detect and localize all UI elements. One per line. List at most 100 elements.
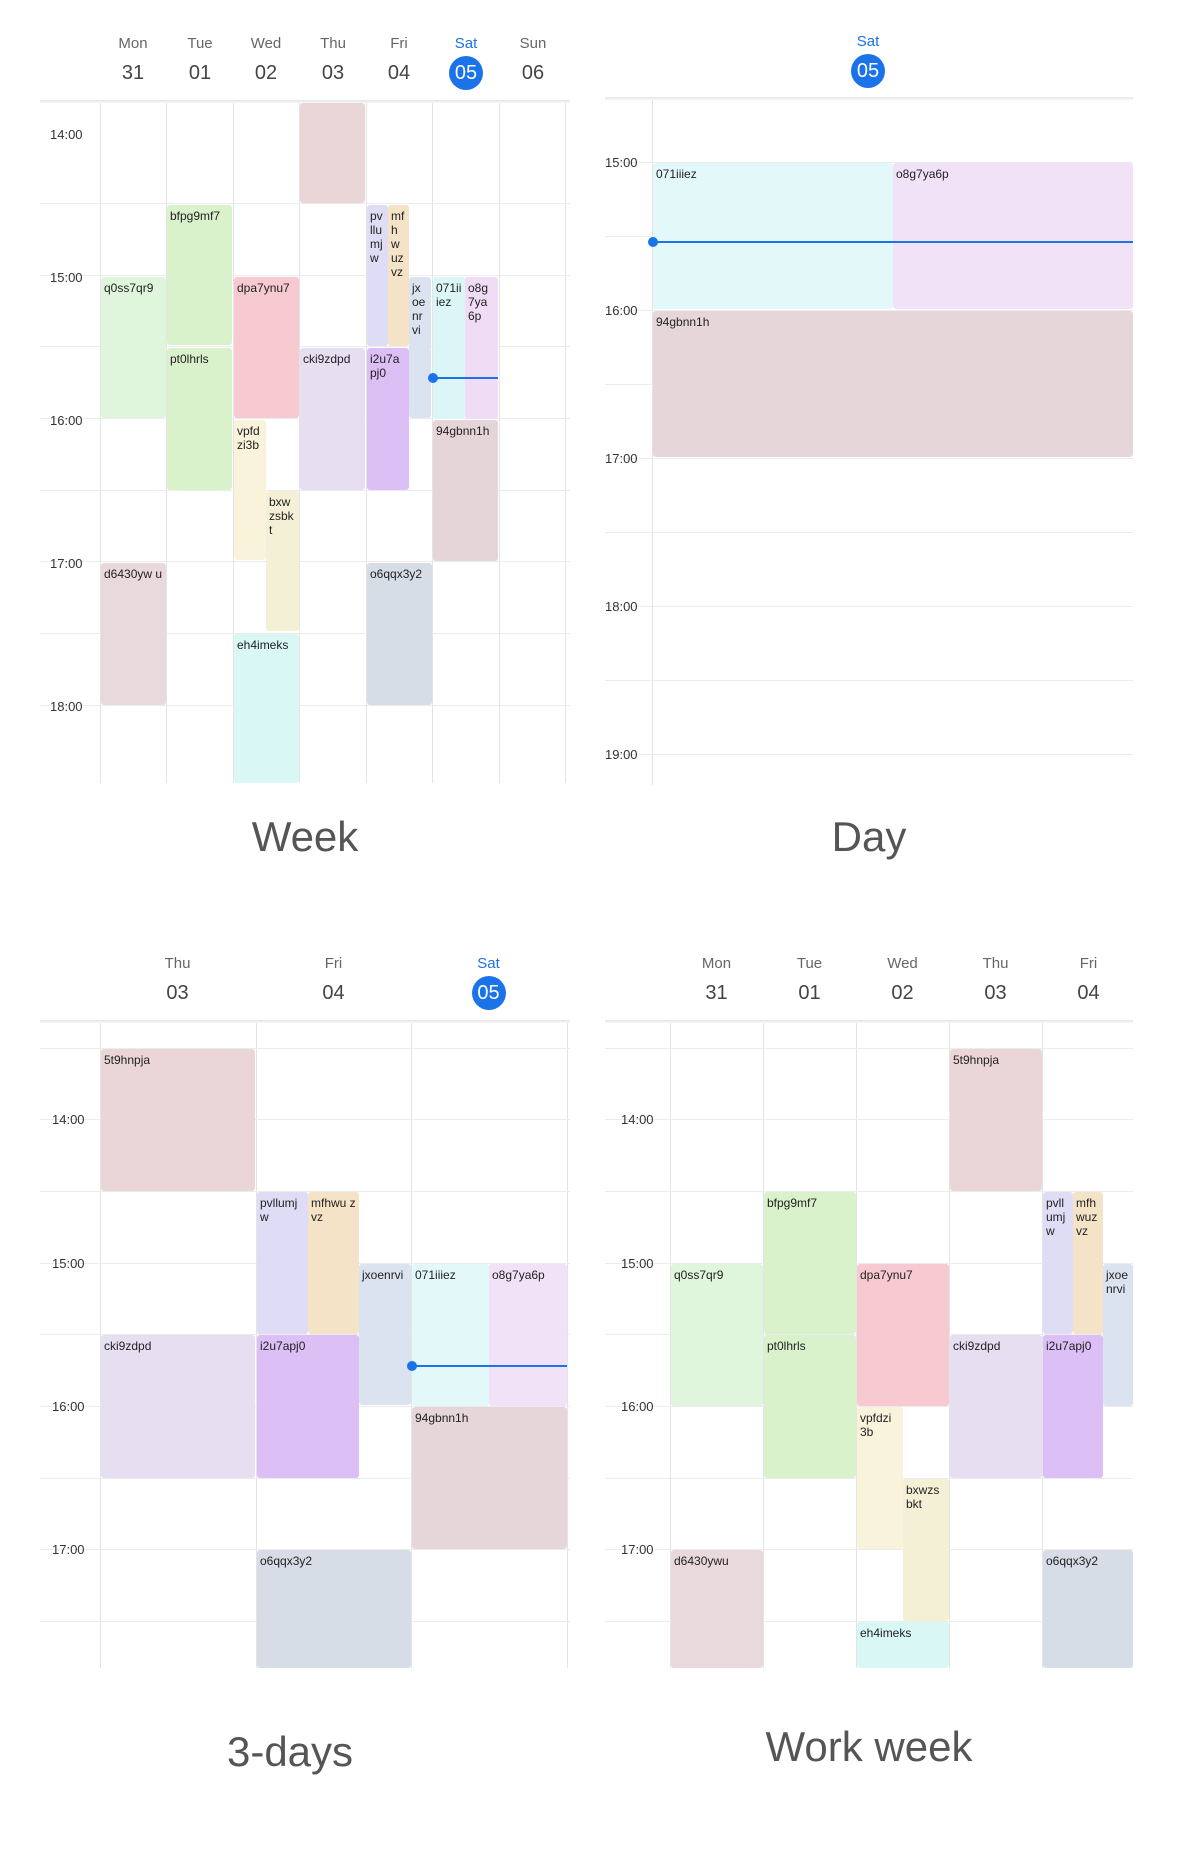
calendar-event[interactable]: o8g7ya6p <box>893 163 1133 309</box>
calendar-event[interactable]: jxoenrvi <box>359 1264 411 1405</box>
week-day-sun[interactable]: Sun 06 <box>500 35 566 90</box>
calendar-event[interactable]: 94gbnn1h <box>653 311 1133 457</box>
day-number: 05 <box>851 54 885 88</box>
calendar-event[interactable]: vpfd zi3b <box>234 420 266 560</box>
calendar-event[interactable]: 94gbnn1h <box>412 1407 567 1549</box>
grid-line <box>605 1406 1133 1407</box>
calendar-event[interactable]: jx oe nr vi <box>409 277 431 418</box>
grid-line <box>299 103 300 783</box>
calendar-event[interactable]: pvll umj w <box>1043 1192 1073 1334</box>
header-divider <box>605 97 1133 100</box>
calendar-event[interactable]: pt0lhrls <box>764 1335 856 1478</box>
grid-line <box>40 633 570 634</box>
calendar-event[interactable]: d6430ywu <box>671 1550 763 1668</box>
week-day-tue[interactable]: Tue 01 <box>167 35 233 90</box>
calendar-event[interactable]: bfpg9mf7 <box>167 205 232 345</box>
calendar-event[interactable]: d6430yw u <box>101 563 166 705</box>
calendar-event[interactable]: o8g 7ya 6p <box>465 277 498 419</box>
work-week-day-tue[interactable]: Tue 01 <box>763 955 856 1010</box>
calendar-event[interactable]: cki9zdpd <box>300 348 365 490</box>
day-number: 04 <box>1077 982 1100 1004</box>
calendar-event[interactable]: bxw zsbk t <box>266 491 299 631</box>
grid-line <box>605 1048 1133 1049</box>
week-day-fri[interactable]: Fri 04 <box>366 35 432 90</box>
calendar-event[interactable]: cki9zdpd <box>950 1335 1042 1478</box>
week-day-sat-today[interactable]: Sat 05 <box>433 35 499 90</box>
calendar-event[interactable]: bfpg9mf7 <box>764 1192 856 1334</box>
calendar-event[interactable]: dpa7ynu7 <box>234 277 299 418</box>
grid-line <box>40 1334 570 1335</box>
calendar-event[interactable]: pvllumj w <box>257 1192 308 1334</box>
work-week-time-grid[interactable]: 14:00 15:00 16:00 17:00 5t9hnpja bfpg9mf… <box>605 1023 1133 1668</box>
time-label: 17:00 <box>605 451 638 466</box>
grid-line <box>40 346 570 347</box>
calendar-event[interactable]: mf h w uz vz <box>388 205 409 346</box>
day-name: Fri <box>390 35 408 52</box>
work-week-day-mon[interactable]: Mon 31 <box>670 955 763 1010</box>
calendar-event[interactable]: jxoe nrvi <box>1103 1264 1133 1406</box>
calendar-event[interactable]: pv llu mj w <box>367 205 388 346</box>
calendar-event[interactable]: i2u7apj0 <box>1043 1335 1103 1478</box>
grid-line <box>40 1549 570 1550</box>
calendar-event[interactable]: mfhwu zvz <box>308 1192 359 1334</box>
grid-line <box>605 532 1133 533</box>
calendar-event[interactable]: o8g7ya6p <box>489 1264 567 1406</box>
three-days-day-thu[interactable]: Thu 03 <box>100 955 255 1010</box>
calendar-event[interactable]: o6qqx3y2 <box>257 1550 411 1668</box>
calendar-event[interactable]: dpa7ynu7 <box>857 1264 949 1406</box>
grid-line <box>366 103 367 783</box>
day-date-sat-today[interactable]: Sat 05 <box>833 33 903 88</box>
week-day-thu[interactable]: Thu 03 <box>300 35 366 90</box>
calendar-event[interactable]: bxwzs bkt <box>903 1479 949 1621</box>
work-week-day-thu[interactable]: Thu 03 <box>949 955 1042 1010</box>
current-time-dot <box>407 1361 417 1371</box>
time-label: 19:00 <box>605 747 638 762</box>
calendar-event[interactable]: o6qqx3y2 <box>1043 1550 1133 1668</box>
week-day-wed[interactable]: Wed 02 <box>233 35 299 90</box>
time-label: 17:00 <box>50 556 83 571</box>
grid-line <box>40 275 570 276</box>
calendar-event[interactable]: mfh wuz vz <box>1073 1192 1103 1334</box>
three-days-day-sat-today[interactable]: Sat 05 <box>411 955 566 1010</box>
calendar-event[interactable]: 5t9hnpja <box>950 1049 1042 1191</box>
week-header: Mon 31 Tue 01 Wed 02 Thu 03 Fri 04 Sat 05 Sun 0… <box>40 25 570 100</box>
three-days-day-fri[interactable]: Fri 04 <box>256 955 411 1010</box>
calendar-event[interactable]: 071iiiez <box>653 163 893 309</box>
calendar-event[interactable]: eh4imeks <box>857 1622 949 1668</box>
day-time-grid[interactable]: 15:00 16:00 17:00 18:00 19:00 071iiiez o… <box>605 100 1133 785</box>
grid-line <box>40 203 570 204</box>
grid-line <box>256 1023 257 1668</box>
time-label: 16:00 <box>52 1399 85 1414</box>
calendar-event[interactable]: vpfdzi 3b <box>857 1407 903 1549</box>
time-label: 17:00 <box>621 1542 654 1557</box>
calendar-event[interactable]: 94gbnn1h <box>433 420 498 561</box>
day-number: 05 <box>471 976 506 1010</box>
calendar-event[interactable]: i2u7a pj0 <box>367 348 409 490</box>
three-days-time-grid[interactable]: 14:00 15:00 16:00 17:00 5t9hnpja pvllumj… <box>40 1023 570 1668</box>
calendar-event[interactable]: i2u7apj0 <box>257 1335 359 1478</box>
week-time-grid[interactable]: 14:00 15:00 16:00 17:00 18:00 bfpg9mf7 q… <box>40 103 570 783</box>
day-number: 04 <box>322 982 345 1004</box>
calendar-event[interactable]: 5t9hnpja <box>101 1049 255 1191</box>
calendar-event[interactable]: o6qqx3y2 <box>367 563 432 705</box>
calendar-event[interactable]: cki9zdpd <box>101 1335 255 1478</box>
calendar-event[interactable]: pt0lhrls <box>167 348 232 490</box>
calendar-event[interactable] <box>300 103 365 203</box>
grid-line <box>605 1549 1133 1550</box>
grid-line <box>605 458 1133 459</box>
calendar-event[interactable]: q0ss7qr9 <box>101 277 166 418</box>
day-number: 03 <box>166 982 189 1004</box>
calendar-event[interactable]: q0ss7qr9 <box>671 1264 763 1406</box>
calendar-event[interactable]: 071ii iez <box>433 277 465 419</box>
day-number: 03 <box>321 62 345 84</box>
calendar-event[interactable]: eh4imeks <box>234 634 299 783</box>
time-label: 18:00 <box>50 699 83 714</box>
three-days-caption: 3-days <box>226 1728 354 1775</box>
work-week-day-fri[interactable]: Fri 04 <box>1042 955 1135 1010</box>
day-view-panel: Sat 05 15:00 16:00 17:00 18:00 19:00 071i… <box>605 25 1145 885</box>
current-time-line <box>433 377 498 379</box>
week-day-mon[interactable]: Mon 31 <box>100 35 166 90</box>
work-week-day-wed[interactable]: Wed 02 <box>856 955 949 1010</box>
day-number: 31 <box>705 982 728 1004</box>
calendar-event[interactable]: 071iiiez <box>412 1264 489 1406</box>
